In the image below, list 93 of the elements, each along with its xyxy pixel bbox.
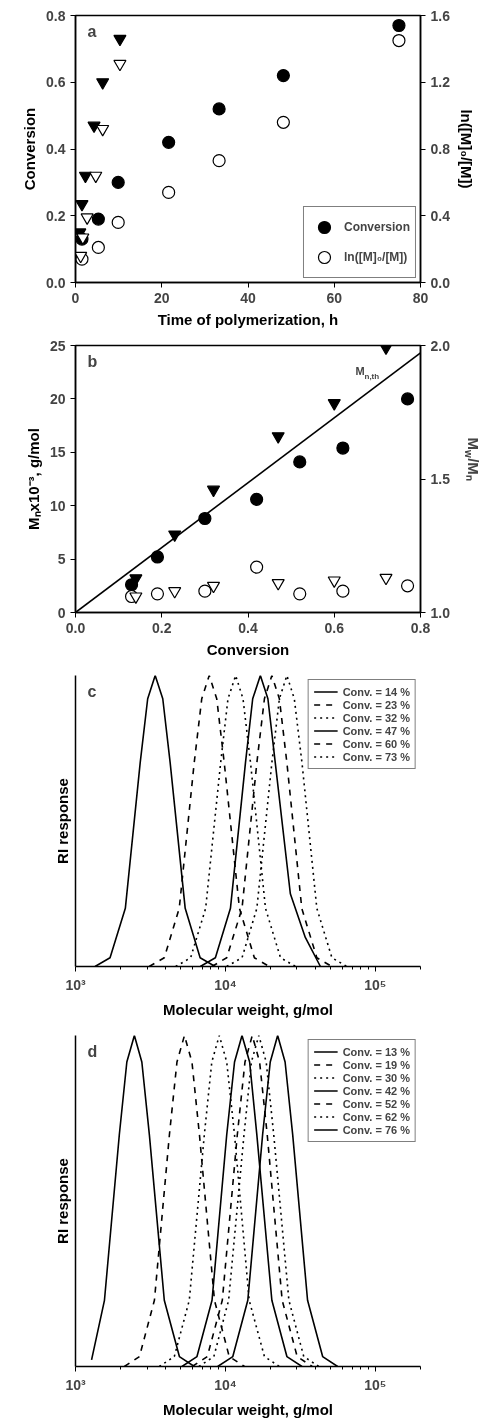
- y-tick-label: 0: [57, 604, 66, 621]
- legend-label: Conv. = 76 %: [342, 1123, 410, 1136]
- x-tick-label: 0.2: [152, 619, 172, 636]
- point: [80, 213, 94, 225]
- legend-label: Conv. = 47 %: [342, 724, 410, 737]
- y2-tick-label: 2.0: [430, 337, 451, 354]
- y-tick-label: 0.6: [46, 74, 66, 91]
- x-axis-title: Time of polymerization, h: [157, 310, 339, 328]
- y-axis-title: RI response: [53, 778, 71, 864]
- point: [336, 441, 350, 455]
- legend-label: Conversion: [343, 219, 410, 236]
- y-tick-label: 0.4: [46, 141, 66, 157]
- y2-tick-label: 1.2: [430, 74, 451, 91]
- y-axis-title: RI response: [53, 1158, 71, 1244]
- point: [168, 530, 182, 543]
- point: [392, 33, 406, 48]
- annotation: a: [87, 22, 97, 40]
- point: [113, 59, 127, 72]
- point: [250, 492, 264, 506]
- x-tick-label: 10³: [65, 1376, 86, 1393]
- x-axis-title: Molecular weight, g/mol: [162, 1400, 334, 1418]
- point: [392, 18, 406, 33]
- point: [162, 185, 176, 199]
- point: [111, 215, 125, 230]
- y-axis-title: Mₙx10⁻³, g/mol: [24, 428, 42, 530]
- y-tick-label: 25: [49, 337, 66, 354]
- legend-label: Conv. = 13 %: [342, 1045, 410, 1058]
- y2-axis-title: Mw/Mₙ: [462, 437, 482, 481]
- legend-label: Conv. = 23 %: [342, 698, 410, 711]
- x-tick-label: 20: [153, 289, 170, 306]
- point: [91, 240, 105, 255]
- point: [96, 78, 110, 90]
- annotation: b: [87, 352, 98, 370]
- y2-tick-label: 1.0: [430, 604, 451, 621]
- y-tick-label: 15: [49, 444, 66, 461]
- point: [271, 432, 285, 444]
- point: [75, 200, 89, 212]
- x-tick-label: 0.6: [324, 619, 345, 636]
- legend-label: Conv. = 42 %: [342, 1084, 410, 1097]
- x-tick-label: 10⁵: [364, 1376, 387, 1393]
- legend-label: Conv. = 32 %: [342, 711, 410, 724]
- x-tick-label: 80: [412, 289, 429, 306]
- point: [96, 124, 110, 137]
- y2-tick-label: 0.4: [430, 207, 451, 224]
- point: [91, 212, 105, 226]
- y-tick-label: 10: [49, 497, 66, 514]
- x-axis-title: Molecular weight, g/mol: [162, 1000, 334, 1018]
- legend-label: Conv. = 52 %: [342, 1097, 410, 1110]
- legend-label: Conv. = 60 %: [342, 737, 410, 750]
- point: [212, 102, 226, 116]
- point: [206, 485, 221, 498]
- y2-axis-title: ln([M]₀/[M]): [457, 109, 475, 189]
- legend-label: Conv. = 19 %: [342, 1058, 410, 1071]
- y-tick-label: 0.0: [46, 274, 66, 291]
- point: [89, 171, 103, 184]
- x-tick-label: 10⁴: [214, 1376, 237, 1393]
- point: [400, 392, 415, 406]
- x-tick-label: 10⁵: [364, 976, 387, 993]
- point: [150, 550, 165, 564]
- y-axis-title: Conversion: [21, 107, 39, 191]
- annotation: d: [87, 1042, 98, 1060]
- point: [293, 455, 307, 469]
- x-tick-label: 0.8: [410, 619, 431, 636]
- x-tick-label: 40: [240, 289, 256, 306]
- point: [111, 175, 125, 189]
- x-axis-title: Conversion: [206, 640, 290, 658]
- y-tick-label: 5: [57, 551, 66, 568]
- x-tick-label: 10³: [65, 976, 86, 993]
- x-tick-label: 0: [71, 289, 80, 306]
- annotation: c: [87, 682, 97, 700]
- point: [124, 578, 139, 592]
- x-tick-label: 10⁴: [214, 976, 237, 993]
- point: [327, 399, 341, 411]
- y-tick-label: 0.8: [46, 7, 66, 24]
- y2-tick-label: 0.0: [430, 274, 451, 291]
- legend-label: Conv. = 30 %: [342, 1071, 410, 1084]
- point: [212, 154, 226, 168]
- legend-label: ln([M]₀/[M]): [343, 249, 408, 266]
- y2-tick-label: 0.8: [430, 141, 451, 157]
- point: [276, 68, 290, 83]
- point: [162, 135, 176, 149]
- y2-tick-label: 1.6: [430, 7, 451, 24]
- legend-label: Conv. = 73 %: [342, 750, 410, 763]
- point: [276, 115, 290, 129]
- y2-tick-label: 1.5: [430, 471, 451, 487]
- x-tick-label: 0.4: [238, 619, 258, 636]
- y-tick-label: 0.2: [46, 207, 66, 224]
- legend-label: Conv. = 62 %: [342, 1110, 410, 1123]
- y-tick-label: 20: [49, 390, 66, 407]
- legend-label: Conv. = 14 %: [342, 685, 410, 698]
- point: [113, 34, 127, 47]
- point: [78, 171, 93, 184]
- x-tick-label: 60: [326, 289, 343, 306]
